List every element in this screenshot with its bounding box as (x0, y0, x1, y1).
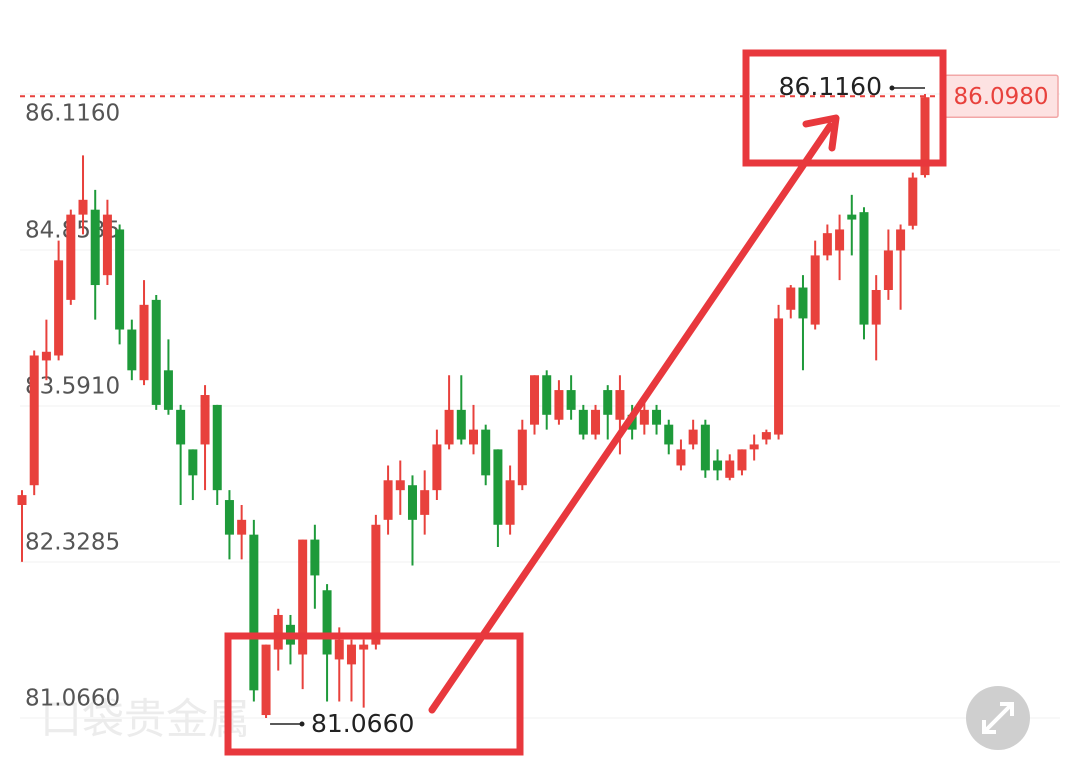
candle-body (615, 390, 625, 420)
candle-body (896, 229, 906, 251)
candle-body (798, 287, 808, 319)
candle-body (578, 409, 588, 435)
candle-body (78, 199, 88, 215)
candle-body (322, 590, 332, 655)
candle-body (383, 480, 393, 520)
candle-body (334, 639, 344, 660)
candle-body (127, 329, 137, 371)
candle-body (66, 214, 76, 300)
candle-body (725, 460, 735, 478)
candle-body (542, 375, 552, 415)
candle-body (664, 424, 674, 445)
highlight-box (224, 632, 524, 756)
candle-body (505, 480, 515, 525)
low-marker-label: 81.0660 (311, 709, 414, 738)
candle-body (700, 424, 710, 471)
candle-body (359, 644, 369, 650)
candle-body (774, 318, 784, 435)
candle-body (407, 485, 417, 520)
candle-body (456, 409, 466, 440)
candle-body (298, 539, 308, 655)
candle-body (102, 214, 112, 276)
low-marker-dot (299, 721, 305, 727)
candle-body (371, 524, 381, 645)
candle-body (676, 449, 686, 466)
highlight-box (742, 49, 947, 167)
candle-body (237, 519, 247, 535)
candle-body (224, 500, 234, 535)
candle-body (90, 209, 100, 286)
candle-body (603, 390, 613, 415)
expand-button[interactable] (966, 686, 1030, 750)
candle-body (432, 444, 442, 491)
candle-body (713, 460, 723, 471)
candle-body (517, 429, 527, 486)
candle-body (591, 409, 601, 435)
y-tick-label: 83.5910 (25, 374, 120, 400)
candle-body (188, 449, 198, 476)
candle-body (835, 229, 845, 251)
candle-body (310, 539, 320, 576)
candle-body (249, 534, 259, 691)
candle-body (469, 429, 478, 445)
candle-body (920, 97, 930, 176)
candle-body (163, 370, 173, 410)
candle-body (530, 375, 540, 425)
candle-body (822, 233, 832, 256)
candle-body (261, 644, 271, 716)
candle-body (420, 490, 430, 515)
candle-body (761, 432, 771, 440)
candle-body (810, 255, 820, 325)
candle-body (883, 250, 893, 290)
candle-body (908, 177, 918, 226)
arrow (428, 122, 834, 714)
high-marker-label: 86.1160 (779, 72, 882, 101)
candle-body (54, 260, 64, 356)
candle-body (749, 444, 759, 450)
candle-body (29, 355, 39, 486)
candle-body (41, 351, 51, 361)
candle-body (786, 287, 796, 310)
price-tag-label: 86.0980 (953, 84, 1048, 110)
candle-body (395, 480, 405, 491)
high-marker-dot (889, 85, 895, 91)
candle-body (200, 395, 210, 445)
candle-body (871, 289, 881, 325)
candle-body (481, 429, 491, 476)
candle-body (859, 212, 869, 325)
candle-body (346, 644, 356, 665)
watermark: 口袋贵金属 (40, 695, 250, 744)
candle-body (566, 390, 576, 410)
candle-body (115, 229, 125, 330)
y-tick-label: 81.0660 (25, 686, 120, 712)
candle-body (444, 409, 454, 445)
candle-body (17, 495, 27, 505)
overlay: 86.0980 86.1160 81.0660 (20, 72, 1059, 738)
candle-body (493, 449, 503, 525)
candle-body (737, 449, 747, 471)
candle-body (212, 404, 222, 491)
candle-body (176, 409, 186, 445)
y-tick-label: 82.3285 (25, 530, 120, 556)
candle-body (273, 614, 283, 650)
y-tick-label: 86.1160 (25, 101, 120, 127)
candle-body (139, 304, 149, 381)
candles (17, 94, 930, 719)
candle-body (639, 409, 649, 425)
candle-body (847, 214, 857, 220)
candle-body (554, 390, 564, 420)
candle-body (151, 299, 161, 405)
candle-body (652, 409, 662, 425)
candle-body (688, 429, 698, 445)
arrow-head (802, 114, 840, 152)
